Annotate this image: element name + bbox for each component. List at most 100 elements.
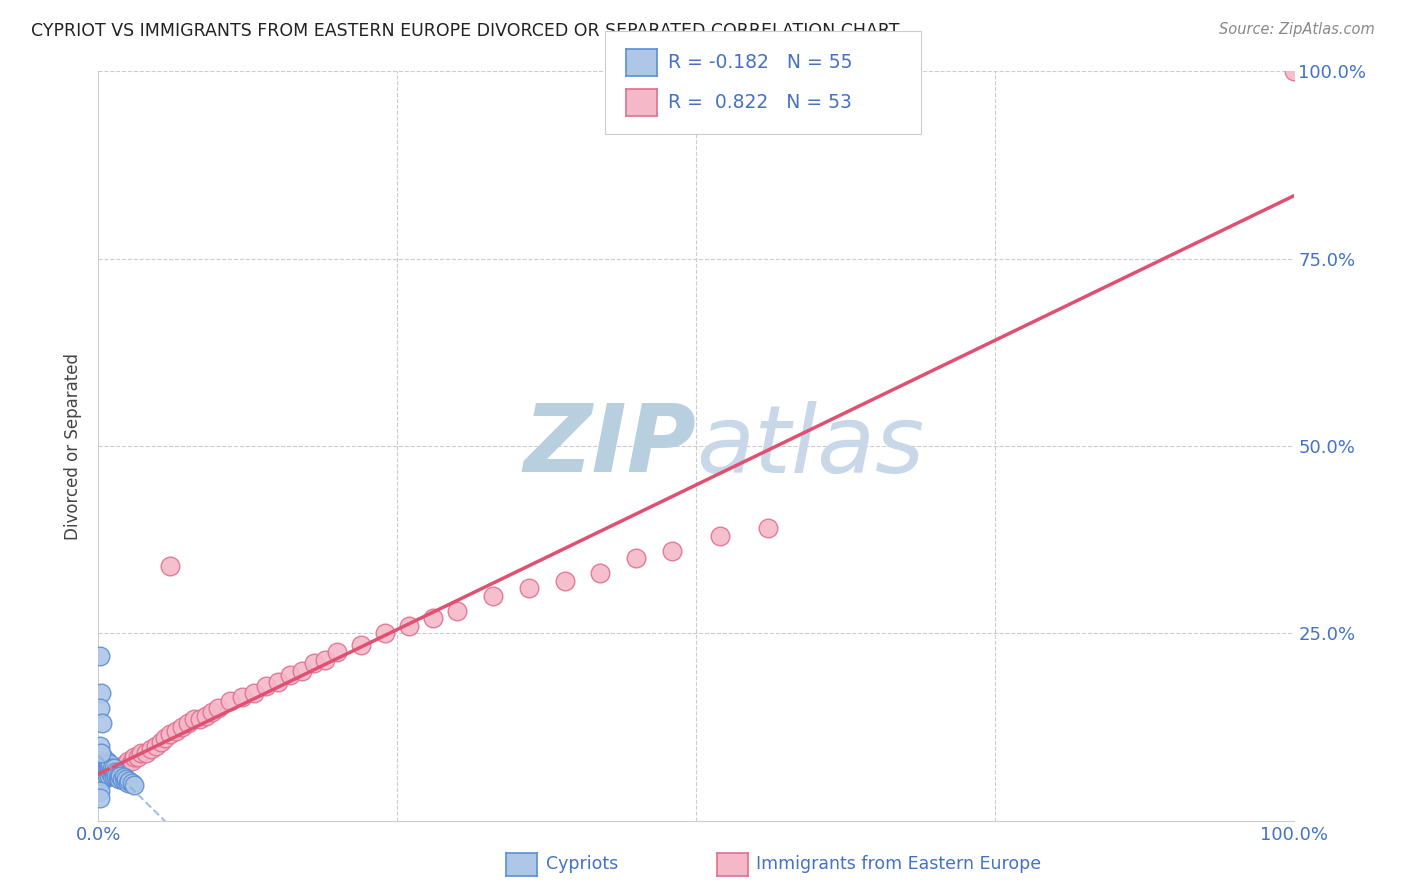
Point xyxy=(111,772,134,787)
Point xyxy=(93,769,115,783)
Point xyxy=(91,769,114,783)
Point xyxy=(117,754,139,768)
Point xyxy=(90,746,112,760)
Point xyxy=(89,776,111,790)
Text: R = -0.182   N = 55: R = -0.182 N = 55 xyxy=(668,53,852,72)
Text: R =  0.822   N = 53: R = 0.822 N = 53 xyxy=(668,93,852,112)
Text: Cypriots: Cypriots xyxy=(546,855,617,873)
Point xyxy=(90,686,112,700)
Point xyxy=(231,690,253,704)
Point xyxy=(89,769,111,783)
Point xyxy=(96,761,118,775)
Point xyxy=(121,776,143,790)
Point xyxy=(105,764,128,779)
Point xyxy=(89,754,111,768)
Point xyxy=(326,645,349,659)
Point xyxy=(112,770,135,784)
Point xyxy=(118,773,141,788)
Point xyxy=(100,769,122,783)
Point xyxy=(96,769,118,783)
Point xyxy=(114,757,136,772)
Point xyxy=(278,667,301,681)
Point xyxy=(89,791,111,805)
Point xyxy=(554,574,576,588)
Point xyxy=(422,611,444,625)
Point xyxy=(91,764,114,779)
Point xyxy=(93,772,115,787)
Point xyxy=(97,769,120,783)
Point xyxy=(374,626,396,640)
Point xyxy=(481,589,505,603)
Point xyxy=(100,761,122,775)
Point xyxy=(90,757,112,772)
Text: atlas: atlas xyxy=(696,401,924,491)
Text: ZIP: ZIP xyxy=(523,400,696,492)
Point xyxy=(94,757,117,772)
Point xyxy=(114,773,136,788)
Point xyxy=(139,742,162,756)
Point xyxy=(315,652,337,666)
Point xyxy=(135,746,157,760)
Point xyxy=(517,582,540,596)
Point xyxy=(90,772,112,787)
Text: Source: ZipAtlas.com: Source: ZipAtlas.com xyxy=(1219,22,1375,37)
Text: CYPRIOT VS IMMIGRANTS FROM EASTERN EUROPE DIVORCED OR SEPARATED CORRELATION CHAR: CYPRIOT VS IMMIGRANTS FROM EASTERN EUROP… xyxy=(31,22,900,40)
Y-axis label: Divorced or Separated: Divorced or Separated xyxy=(65,352,83,540)
Point xyxy=(91,750,114,764)
Point xyxy=(127,750,149,764)
Point xyxy=(103,769,125,783)
Point xyxy=(117,776,139,790)
Point xyxy=(398,619,420,633)
Point xyxy=(98,764,122,779)
Point xyxy=(98,769,121,783)
Point xyxy=(108,761,131,775)
Point xyxy=(101,764,124,779)
Point xyxy=(172,720,194,734)
Point xyxy=(97,764,120,779)
Point xyxy=(350,638,373,652)
Point xyxy=(201,705,224,719)
Text: Immigrants from Eastern Europe: Immigrants from Eastern Europe xyxy=(756,855,1042,873)
Point xyxy=(155,731,177,746)
Point xyxy=(104,764,127,779)
Point xyxy=(98,757,122,772)
Point xyxy=(219,694,242,708)
Point xyxy=(756,521,779,535)
Point xyxy=(709,529,731,543)
Point xyxy=(90,750,112,764)
Point xyxy=(159,727,181,741)
Point xyxy=(1282,64,1305,78)
Point xyxy=(131,746,153,760)
Point xyxy=(159,558,181,573)
Point xyxy=(89,746,111,760)
Point xyxy=(101,764,124,779)
Point xyxy=(165,723,187,738)
Point xyxy=(91,761,114,775)
Point xyxy=(115,772,138,787)
Point xyxy=(94,764,117,779)
Point xyxy=(195,708,218,723)
Point xyxy=(177,716,200,731)
Point xyxy=(91,716,114,731)
Point xyxy=(626,551,648,566)
Point xyxy=(243,686,266,700)
Point xyxy=(91,757,114,772)
Point xyxy=(89,648,111,663)
Point xyxy=(96,754,118,768)
Point xyxy=(149,735,172,749)
Point xyxy=(267,675,290,690)
Point xyxy=(107,772,129,787)
Point xyxy=(188,713,211,727)
Point xyxy=(111,761,134,775)
Point xyxy=(89,739,111,753)
Point xyxy=(145,739,167,753)
Point xyxy=(103,761,125,775)
Point xyxy=(446,604,468,618)
Point xyxy=(302,657,325,671)
Point xyxy=(89,701,111,715)
Point xyxy=(98,761,121,775)
Point xyxy=(97,757,120,772)
Point xyxy=(93,761,115,775)
Point xyxy=(291,664,314,678)
Point xyxy=(207,701,229,715)
